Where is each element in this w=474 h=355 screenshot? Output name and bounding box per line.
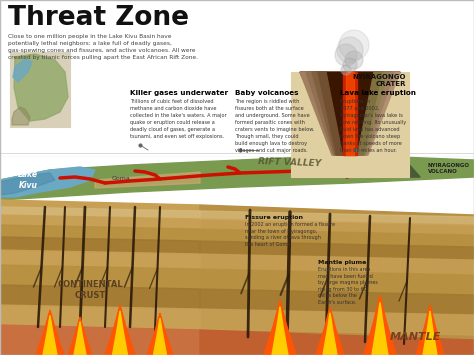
Circle shape [341,65,351,75]
Polygon shape [0,250,200,269]
Text: Lake
Kivu: Lake Kivu [18,170,38,190]
Polygon shape [385,137,420,177]
Polygon shape [345,137,420,177]
Text: MANTLE: MANTLE [389,332,441,342]
Polygon shape [200,254,474,275]
Circle shape [382,104,405,127]
Polygon shape [416,305,444,355]
Polygon shape [272,307,288,355]
Polygon shape [74,322,86,355]
Text: Eruptions in
1977 and 2002,
Nyiragongo's lava lake is
now refilling. Its unusual: Eruptions in 1977 and 2002, Nyiragongo's… [340,99,406,153]
Polygon shape [200,269,474,295]
Circle shape [380,113,398,131]
Circle shape [343,58,357,72]
Text: NYIRAGONGO
VOLCANO: NYIRAGONGO VOLCANO [428,163,470,174]
Text: Mantle plume: Mantle plume [318,260,366,265]
Circle shape [381,130,389,138]
Bar [346,72,354,155]
Polygon shape [318,72,343,155]
Polygon shape [36,310,64,355]
Polygon shape [0,305,200,329]
Circle shape [383,96,411,124]
Polygon shape [0,265,200,289]
Polygon shape [0,237,200,254]
Text: Trillions of cubic feet of dissolved
methane and carbon dioxide have
collected i: Trillions of cubic feet of dissolved met… [130,99,227,139]
Polygon shape [0,285,200,309]
Circle shape [382,87,415,120]
Polygon shape [12,107,30,125]
Polygon shape [95,172,200,188]
Circle shape [345,51,363,69]
Text: The region is riddled with
fissures both at the surface
and underground. Some ha: The region is riddled with fissures both… [235,99,315,153]
Polygon shape [0,135,474,155]
Polygon shape [68,317,92,355]
Polygon shape [364,295,396,355]
Polygon shape [300,72,338,155]
Polygon shape [323,313,337,355]
Polygon shape [0,173,55,195]
Polygon shape [264,300,296,355]
Polygon shape [423,311,437,355]
Polygon shape [13,59,32,82]
Text: Close to one million people in the Lake Kivu Basin have
potentially lethal neigh: Close to one million people in the Lake … [8,34,198,60]
Polygon shape [147,313,173,355]
Polygon shape [0,207,200,219]
Bar [0,0,474,155]
Circle shape [337,37,363,63]
Polygon shape [0,167,95,197]
Polygon shape [0,225,200,241]
Polygon shape [43,315,57,355]
Bar [343,72,357,155]
Text: Baby volcanoes: Baby volcanoes [235,90,299,96]
Text: CONTINENTAL
CRUST: CONTINENTAL CRUST [57,280,123,300]
Polygon shape [357,72,382,155]
Bar [10,52,70,127]
Polygon shape [0,200,200,330]
Polygon shape [0,155,474,200]
Text: In 2002 an eruption formed a fissure
near the town of Nyiragongo,
sending a rive: In 2002 an eruption formed a fissure nea… [245,222,335,247]
Circle shape [380,121,392,135]
Text: Threat Zone: Threat Zone [8,5,189,31]
Polygon shape [0,215,200,229]
Polygon shape [0,325,200,355]
Polygon shape [200,330,474,355]
Polygon shape [200,309,474,335]
Polygon shape [362,72,400,155]
Text: Killer gases underwater: Killer gases underwater [130,90,228,96]
Polygon shape [361,72,394,155]
Polygon shape [200,289,474,315]
Polygon shape [200,211,474,225]
Polygon shape [316,307,344,355]
Text: NYIRAGONGO
CRATER: NYIRAGONGO CRATER [353,74,406,87]
Polygon shape [300,72,400,155]
Polygon shape [200,219,474,235]
Bar [291,72,409,177]
Polygon shape [105,305,135,355]
Polygon shape [200,229,474,247]
Circle shape [335,44,357,66]
Polygon shape [312,72,341,155]
Circle shape [339,30,369,60]
Polygon shape [112,311,128,355]
Polygon shape [306,72,339,155]
Polygon shape [359,72,388,155]
Text: Goma: Goma [112,176,131,181]
Polygon shape [200,205,474,340]
Polygon shape [154,318,166,355]
Polygon shape [372,302,388,355]
Text: Lava lake eruption: Lava lake eruption [340,90,416,96]
Polygon shape [200,241,474,260]
Text: RIFT VALLEY: RIFT VALLEY [258,157,322,169]
Text: Fissure eruption: Fissure eruption [245,215,303,220]
Polygon shape [14,54,68,121]
Text: Eruptions in this area
may have been fueled
by large magma plumes
rising from 30: Eruptions in this area may have been fue… [318,267,378,305]
